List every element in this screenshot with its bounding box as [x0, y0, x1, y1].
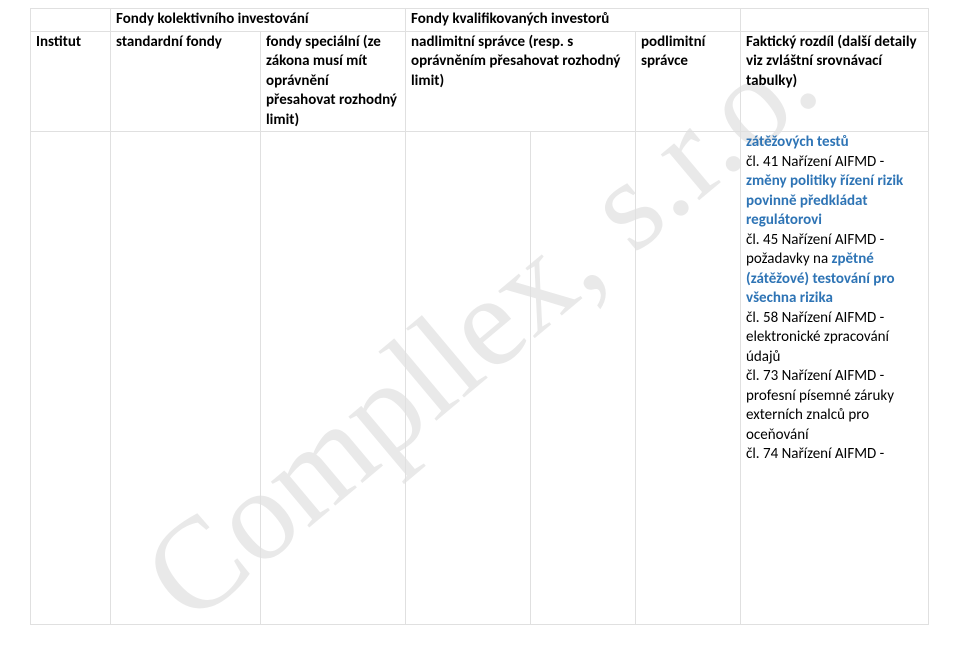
header-row-1: Fondy kolektivního investování Fondy kva… [31, 9, 929, 32]
hdr1-c4-6: Fondy kvalifikovaných investorů [406, 9, 741, 32]
body-c5 [531, 132, 636, 625]
hdr1-c7 [741, 9, 929, 32]
hdr2-c6: podlimitní správce [636, 31, 741, 132]
hdr2-c4-5: nadlimitní správce (resp. s oprávněním p… [406, 31, 636, 132]
page-content: Fondy kolektivního investování Fondy kva… [0, 0, 959, 625]
main-table: Fondy kolektivního investování Fondy kva… [30, 8, 929, 625]
body-c3 [261, 132, 406, 625]
body-c1 [31, 132, 111, 625]
body-row: zátěžových testůčl. 41 Nařízení AIFMD - … [31, 132, 929, 625]
hdr2-c3: fondy speciální (ze zákona musí mít oprá… [261, 31, 406, 132]
hdr1-c1 [31, 9, 111, 32]
body-c7: zátěžových testůčl. 41 Nařízení AIFMD - … [741, 132, 929, 625]
body-c2 [111, 132, 261, 625]
hdr2-c1: Institut [31, 31, 111, 132]
hdr2-c7: Faktický rozdíl (další detaily viz zvláš… [741, 31, 929, 132]
hdr1-c2-3: Fondy kolektivního investování [111, 9, 406, 32]
hdr2-c2: standardní fondy [111, 31, 261, 132]
header-row-2: Institut standardní fondy fondy speciáln… [31, 31, 929, 132]
body-c4 [406, 132, 531, 625]
body-c6 [636, 132, 741, 625]
